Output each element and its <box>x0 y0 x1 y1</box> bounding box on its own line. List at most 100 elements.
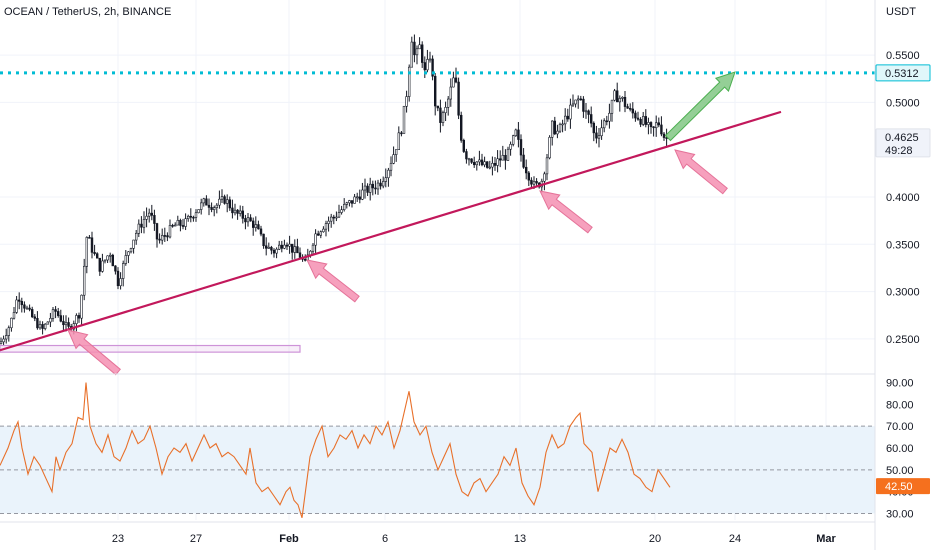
candle-body <box>200 202 203 210</box>
candle-body <box>329 216 333 222</box>
candle-body <box>197 209 200 214</box>
candle-body <box>527 172 531 181</box>
candle-body <box>285 244 289 247</box>
level-price-badge <box>875 64 931 82</box>
candle-body <box>171 224 174 227</box>
candle-body <box>12 312 16 319</box>
candle-body <box>374 187 377 190</box>
rsi-indicator <box>0 382 671 518</box>
candle-body <box>592 122 596 134</box>
symbol-title[interactable]: OCEAN / TetherUS, 2h, BINANCE <box>4 6 171 18</box>
candle-body <box>535 181 538 184</box>
candle-body <box>93 252 96 254</box>
candle-body <box>342 204 346 211</box>
candle-body <box>332 216 335 219</box>
candle-body <box>623 96 627 107</box>
candle-body <box>324 223 328 230</box>
candle-body <box>366 185 369 193</box>
rsi-tick-label: 60.00 <box>886 443 914 455</box>
candle-body <box>569 104 572 120</box>
candle-body <box>83 265 86 296</box>
rsi-tick-label: 70.00 <box>886 421 914 433</box>
candle-body <box>77 315 81 319</box>
candle-body <box>187 215 190 220</box>
candle-body <box>290 243 294 253</box>
candle-body <box>444 106 447 114</box>
candle-body <box>267 246 270 249</box>
candle-body <box>322 228 325 233</box>
candle-body <box>631 108 635 114</box>
candle-body <box>394 149 398 155</box>
candle-body <box>493 162 497 166</box>
price-axis[interactable]: 0.5500 0.5000 0.4000 0.3500 0.3000 0.2500 <box>886 50 920 346</box>
candle-body <box>439 107 442 123</box>
candle-body <box>59 315 63 322</box>
candle-body <box>649 122 653 128</box>
pink-arrow <box>539 190 593 234</box>
candle-body <box>85 237 89 267</box>
candle-body <box>174 224 177 227</box>
candle-body <box>111 254 115 267</box>
candle-body <box>277 244 281 250</box>
candle-body <box>181 225 185 227</box>
time-tick-label: 6 <box>382 533 388 545</box>
time-axis[interactable]: 23 27 Feb 6 13 20 24 Mar <box>112 533 837 545</box>
candle-body <box>465 151 468 160</box>
candle-body <box>311 244 315 252</box>
candle-body <box>64 322 68 326</box>
candle-body <box>350 200 354 204</box>
candle-body <box>504 155 507 161</box>
candle-body <box>166 235 169 238</box>
candle-body <box>488 166 491 169</box>
candle-body <box>244 218 247 223</box>
candle-body <box>449 86 452 100</box>
candle-body <box>319 231 322 236</box>
candle-body <box>457 81 460 116</box>
candle-body <box>381 181 385 187</box>
candle-body <box>519 139 523 156</box>
candle-body <box>5 335 8 340</box>
rsi-tick-label: 50.00 <box>886 465 914 477</box>
candle-body <box>543 173 546 182</box>
candle-body <box>202 198 205 204</box>
candle-body <box>387 169 390 179</box>
candle-body <box>288 243 291 247</box>
candle-body <box>2 338 5 343</box>
candle-body <box>246 217 250 223</box>
candle-body <box>566 115 570 120</box>
candle-body <box>62 320 65 326</box>
candle-body <box>293 246 296 253</box>
candle-body <box>207 204 211 208</box>
candle-body <box>579 98 583 101</box>
candle-body <box>101 260 104 272</box>
candle-body <box>145 215 148 220</box>
candle-body <box>189 215 192 218</box>
candle-body <box>639 119 642 125</box>
candle-body <box>96 253 99 259</box>
candle-body <box>597 135 601 139</box>
candle-body <box>210 207 213 210</box>
candle-body <box>595 132 598 139</box>
candle-body <box>423 62 426 71</box>
candle-body <box>410 41 413 68</box>
candle-body <box>114 265 117 272</box>
price-tick-label: 0.3500 <box>886 239 920 251</box>
candle-body <box>480 159 484 166</box>
candle-body <box>218 198 221 206</box>
candle-body <box>628 108 632 110</box>
pink-arrow <box>67 329 121 376</box>
candle-body <box>283 244 286 249</box>
candle-body <box>582 98 585 112</box>
candle-body <box>368 183 372 193</box>
level-price-badge-text: 0.5312 <box>885 68 919 80</box>
candle-body <box>270 246 273 251</box>
candle-body <box>259 228 263 235</box>
candle-body <box>314 233 317 246</box>
candle-body <box>608 112 611 122</box>
candle-body <box>615 90 619 103</box>
candle-body <box>522 154 525 168</box>
candle-body <box>233 209 237 214</box>
candle-body <box>153 215 156 224</box>
